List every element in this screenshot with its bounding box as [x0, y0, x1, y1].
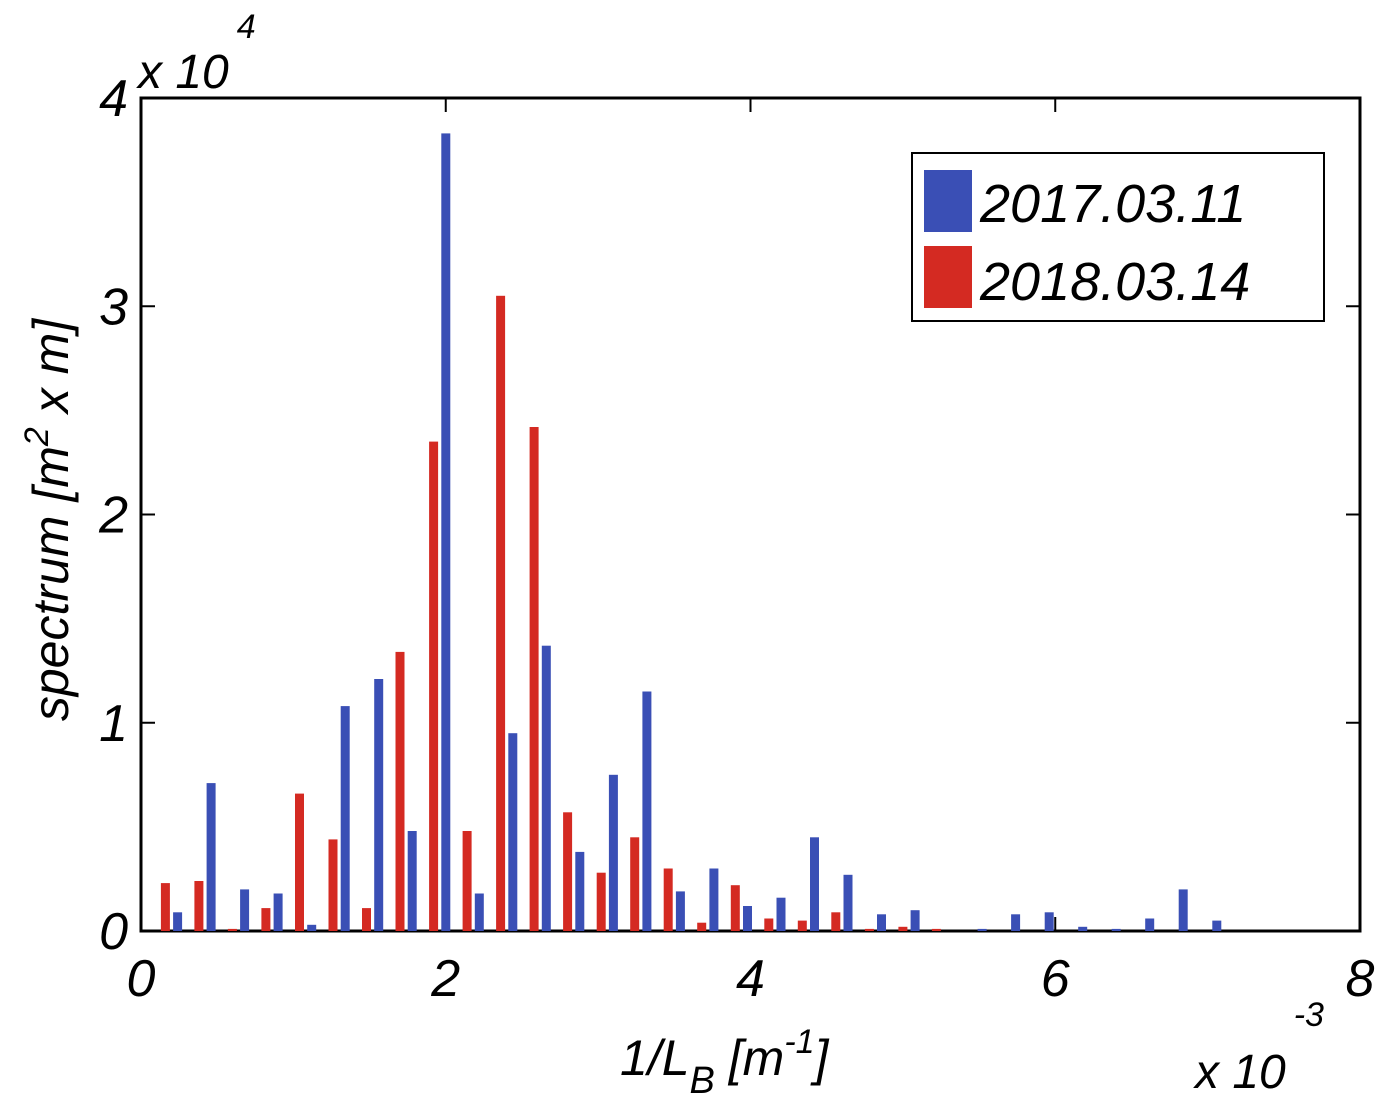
bar-2017.03.11-0: [173, 912, 183, 931]
bar-2018.03.14-4: [295, 793, 304, 931]
legend: 2017.03.11 2018.03.14: [911, 152, 1325, 322]
bar-2018.03.14-19: [797, 920, 807, 931]
bar-2018.03.14-21: [864, 928, 874, 931]
bar-2017.03.11-13: [608, 774, 618, 931]
bar-2017.03.11-21: [877, 914, 886, 931]
bar-2017.03.11-16: [709, 868, 719, 931]
bar-2018.03.14-15: [663, 868, 673, 931]
x-multiplier-base: x 10: [1193, 1046, 1286, 1099]
bar-2017.03.11-29: [1178, 889, 1188, 931]
y-axis-label-sup: 2: [18, 427, 56, 447]
bar-2018.03.14-8: [429, 441, 439, 931]
y-axis-label: spectrum [m2 x m]: [18, 318, 79, 721]
bar-2017.03.11-27: [1111, 928, 1121, 931]
x-tick-label-0: 0: [127, 950, 156, 1008]
bar-2017.03.11-7: [407, 831, 417, 931]
y-tick-label-0: 0: [99, 903, 128, 961]
bar-2017.03.11-22: [910, 910, 920, 931]
bar-2017.03.11-10: [508, 733, 518, 931]
legend-swatch-2017: [924, 170, 972, 232]
bar-2018.03.14-16: [697, 922, 707, 931]
bar-2017.03.11-24: [1011, 914, 1021, 931]
bar-2018.03.14-6: [362, 908, 371, 931]
bar-2018.03.14-20: [831, 912, 841, 931]
y-multiplier-exp: 4: [237, 8, 256, 46]
x-tick-label-1: 2: [430, 950, 460, 1008]
legend-label-2017: 2017.03.11: [979, 174, 1246, 234]
bar-2018.03.14-18: [764, 918, 774, 931]
bar-2017.03.11-17: [743, 906, 752, 931]
y-axis-label-post: x m]: [23, 318, 79, 427]
bar-2017.03.11-15: [675, 891, 685, 931]
bar-2017.03.11-25: [1044, 912, 1054, 931]
bar-2018.03.14-7: [395, 651, 405, 931]
x-axis-label-sub: B: [690, 1060, 715, 1102]
bar-2017.03.11-19: [810, 837, 819, 931]
bars: [160, 133, 1222, 931]
bar-2018.03.14-2: [227, 928, 237, 931]
bar-2018.03.14-9: [462, 831, 472, 931]
x-axis-label-unit-close: ]: [810, 1030, 830, 1086]
bar-2017.03.11-12: [575, 851, 585, 931]
bar-2017.03.11-23: [977, 928, 987, 931]
bar-2017.03.11-5: [340, 706, 350, 931]
bar-2018.03.14-10: [496, 295, 506, 931]
legend-label-2018: 2018.03.14: [979, 252, 1250, 312]
bar-2018.03.14-12: [563, 812, 573, 931]
bar-2017.03.11-3: [273, 893, 283, 931]
y-axis-label-pre: spectrum [m: [23, 446, 79, 721]
bar-2017.03.11-4: [307, 924, 317, 931]
bar-2017.03.11-14: [642, 691, 652, 931]
bar-2017.03.11-28: [1145, 918, 1155, 931]
legend-swatch-2018: [924, 246, 972, 308]
bar-2018.03.14-0: [160, 883, 170, 931]
bar-2018.03.14-5: [328, 839, 338, 931]
bar-2017.03.11-11: [541, 645, 551, 931]
bar-2017.03.11-6: [374, 679, 384, 931]
bar-2017.03.11-30: [1212, 920, 1222, 931]
y-tick-label-2: 2: [98, 487, 128, 545]
x-tick-label-2: 4: [736, 950, 765, 1008]
x-multiplier: x 10-3: [1193, 996, 1324, 1099]
bar-2018.03.14-23: [931, 928, 941, 931]
tick-labels: 0 2 4 6 8 0 1 2 3 4: [98, 70, 1374, 1008]
bar-2017.03.11-1: [206, 783, 216, 931]
bar-2017.03.11-8: [441, 133, 451, 931]
bar-2017.03.11-9: [474, 893, 484, 931]
bar-2017.03.11-26: [1078, 926, 1088, 931]
legend-box: [911, 152, 1325, 322]
y-multiplier-base: x 10: [136, 46, 229, 99]
bar-2018.03.14-1: [194, 881, 204, 931]
bar-2018.03.14-22: [898, 926, 908, 931]
y-tick-label-1: 1: [99, 695, 128, 753]
bar-2017.03.11-20: [843, 874, 853, 931]
x-axis-label-unit-open: [m: [715, 1030, 784, 1086]
y-tick-label-3: 3: [99, 278, 128, 336]
axis-ticks: [140, 97, 1361, 932]
x-axis-label: 1/LB [m-1]: [620, 1023, 830, 1102]
bar-2017.03.11-18: [776, 897, 786, 931]
bar-2018.03.14-13: [596, 872, 606, 931]
x-tick-label-3: 6: [1041, 950, 1070, 1008]
x-tick-label-4: 8: [1346, 950, 1375, 1008]
x-multiplier-exp: -3: [1294, 996, 1324, 1034]
bar-2018.03.14-11: [529, 427, 539, 931]
y-tick-label-4: 4: [99, 70, 128, 128]
x-axis-label-base: 1/L: [620, 1030, 690, 1086]
bar-2018.03.14-17: [730, 885, 740, 931]
bar-2017.03.11-2: [240, 889, 250, 931]
bar-2018.03.14-14: [630, 837, 640, 931]
bar-2018.03.14-3: [261, 908, 271, 931]
x-axis-label-unit-sup: -1: [784, 1023, 814, 1061]
y-multiplier: x 104: [136, 8, 256, 99]
